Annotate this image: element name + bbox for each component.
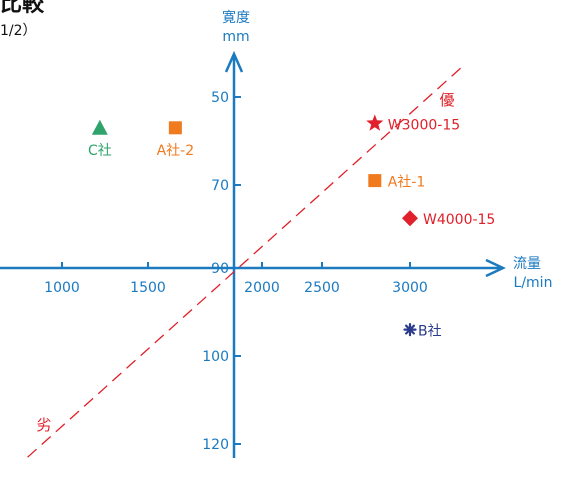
- point-label-w4000-15: W4000-15: [423, 212, 495, 228]
- x-axis-label: 流量: [513, 256, 541, 272]
- point-marker-a-2: [168, 121, 182, 135]
- point-marker-a-1: [368, 174, 382, 188]
- x-tick-label: 2000: [244, 280, 280, 296]
- y-tick-label: 100: [202, 349, 229, 365]
- x-axis-arrow: [485, 258, 506, 278]
- point-label-a-2: A社-2: [157, 143, 195, 159]
- x-tick-label: 3000: [392, 280, 428, 296]
- y-axis-arrow: [224, 50, 244, 73]
- trend-label-bad: 劣: [36, 416, 51, 434]
- y-tick-label: 50: [211, 90, 229, 106]
- y-tick-label: 90: [211, 261, 229, 277]
- point-label-w3000-15: W3000-15: [388, 117, 460, 133]
- point-marker-w4000-15: [402, 210, 418, 227]
- chart-title: 比較: [0, 0, 45, 17]
- trend-group: 優劣: [27, 65, 464, 458]
- point-label-b-: B社: [418, 324, 442, 340]
- axes-group: 1000 1500 2000 2500 3000 50 70 90 100 120 流量 L/min 寛…: [0, 9, 552, 458]
- point-marker-c-: [91, 119, 108, 135]
- x-tick-label: 1500: [130, 280, 166, 296]
- x-axis-unit: L/min: [514, 275, 553, 291]
- trend-label-good: 優: [439, 91, 454, 109]
- x-tick-label: 2500: [304, 280, 340, 296]
- point-marker-b-: [403, 323, 417, 337]
- points-group: W3000-15 A社-1 W4000-15 B社 C社 A社-2: [88, 114, 495, 340]
- trend-line: [27, 65, 464, 458]
- y-tick-label: 120: [202, 437, 229, 453]
- point-label-c-: C社: [88, 143, 112, 159]
- y-tick-label: 70: [211, 178, 229, 194]
- y-axis-unit: mm: [222, 29, 249, 45]
- asterisk-stroke: [405, 324, 415, 335]
- chart-subtitle: 1/2）: [0, 23, 37, 39]
- point-label-a-1: A社-1: [388, 175, 426, 191]
- y-axis-label: 寛度: [222, 9, 250, 26]
- x-tick-label: 1000: [44, 280, 80, 296]
- point-marker-w3000-15: [366, 114, 384, 131]
